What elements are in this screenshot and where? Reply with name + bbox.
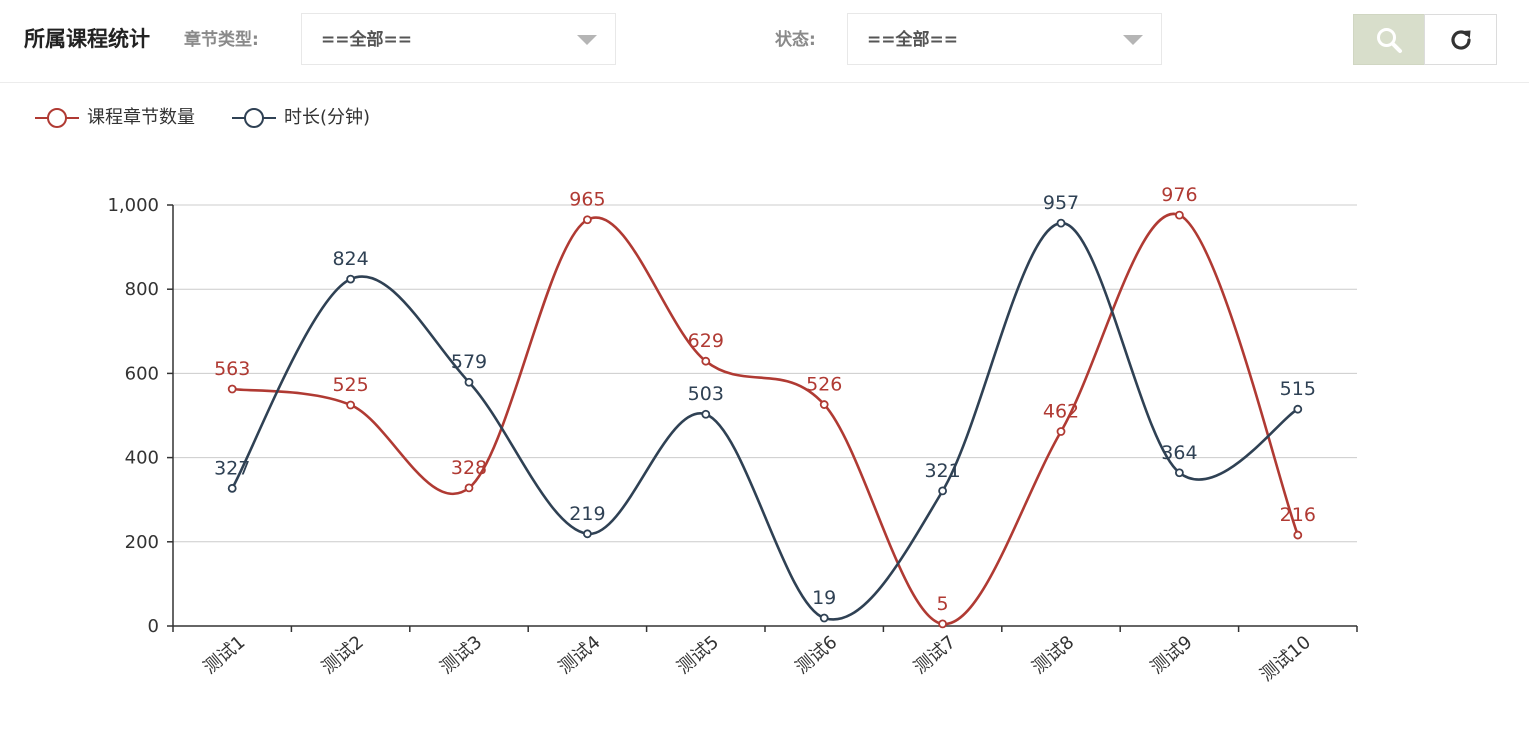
- status-value: ==全部==: [867, 30, 958, 50]
- data-point: [1056, 218, 1066, 228]
- status-label: 状态:: [775, 30, 816, 50]
- x-tick-label: 测试2: [318, 632, 368, 679]
- data-point: [464, 483, 474, 493]
- y-tick-label: 1,000: [107, 195, 159, 216]
- x-tick-label: 测试4: [555, 632, 605, 679]
- data-point: [701, 356, 711, 366]
- data-label: 563: [214, 358, 250, 380]
- search-icon: [1377, 27, 1402, 53]
- chapter-type-value: ==全部==: [321, 30, 412, 50]
- x-tick-label: 测试3: [436, 632, 486, 679]
- refresh-button[interactable]: [1424, 14, 1497, 65]
- data-label: 5: [937, 593, 949, 615]
- data-label: 19: [812, 587, 836, 609]
- data-label: 965: [569, 189, 605, 211]
- x-tick-label: 测试7: [910, 632, 960, 679]
- y-tick-label: 200: [125, 532, 159, 553]
- series-line: [232, 212, 1300, 626]
- x-tick-label: 测试9: [1147, 632, 1197, 679]
- status-select[interactable]: ==全部==: [847, 13, 1162, 65]
- data-label: 364: [1161, 442, 1197, 464]
- data-point: [346, 400, 356, 410]
- data-point: [227, 384, 237, 394]
- data-label: 219: [569, 503, 605, 525]
- data-point: [1293, 404, 1303, 414]
- data-point: [227, 483, 237, 493]
- data-point: [1056, 427, 1066, 436]
- data-label: 515: [1280, 378, 1316, 400]
- legend-label: 课程章节数量: [87, 107, 195, 128]
- legend-line-circle-icon: [35, 108, 79, 128]
- legend-label: 时长(分钟): [284, 107, 371, 128]
- x-tick-label: 测试10: [1256, 632, 1315, 686]
- chapter-type-label: 章节类型:: [184, 30, 259, 50]
- data-point: [1175, 468, 1184, 478]
- y-tick-label: 600: [125, 363, 159, 384]
- x-tick-label: 测试5: [673, 632, 723, 679]
- chevron-down-icon: [577, 35, 597, 45]
- y-tick-label: 800: [125, 279, 159, 300]
- x-tick-label: 测试6: [792, 632, 842, 679]
- chevron-down-icon: [1123, 35, 1143, 45]
- filter-bar: 所属课程统计 章节类型: ==全部== 状态: ==全部==: [0, 0, 1529, 83]
- search-button[interactable]: [1353, 14, 1425, 65]
- x-tick-label: 测试8: [1028, 632, 1078, 679]
- data-label: 629: [688, 330, 724, 352]
- data-point: [938, 619, 947, 629]
- data-point: [1293, 530, 1303, 540]
- data-label: 579: [451, 351, 487, 373]
- data-point: [701, 409, 711, 419]
- data-label: 327: [214, 457, 250, 479]
- data-point: [464, 377, 474, 387]
- data-label: 824: [332, 248, 368, 270]
- x-tick-label: 测试1: [200, 632, 250, 679]
- chapter-type-select[interactable]: ==全部==: [301, 13, 616, 65]
- series-line: [231, 221, 1299, 621]
- data-point: [819, 613, 829, 623]
- data-label: 525: [332, 374, 368, 396]
- refresh-icon: [1450, 29, 1471, 50]
- data-point: [819, 400, 829, 409]
- y-tick-label: 400: [125, 448, 159, 469]
- legend-line-circle-icon: [232, 108, 276, 128]
- data-point: [1175, 210, 1184, 220]
- data-label: 462: [1043, 400, 1079, 422]
- data-label: 503: [688, 383, 724, 405]
- y-tick-label: 0: [148, 616, 159, 637]
- data-label: 321: [924, 460, 960, 482]
- page-title: 所属课程统计: [24, 27, 150, 51]
- data-label: 328: [451, 457, 487, 479]
- data-label: 526: [806, 374, 842, 396]
- data-label: 216: [1280, 504, 1316, 526]
- data-point: [583, 215, 592, 225]
- data-point: [938, 486, 947, 496]
- data-label: 957: [1043, 192, 1079, 214]
- data-label: 976: [1161, 184, 1197, 206]
- data-point: [583, 529, 592, 539]
- data-point: [346, 274, 356, 284]
